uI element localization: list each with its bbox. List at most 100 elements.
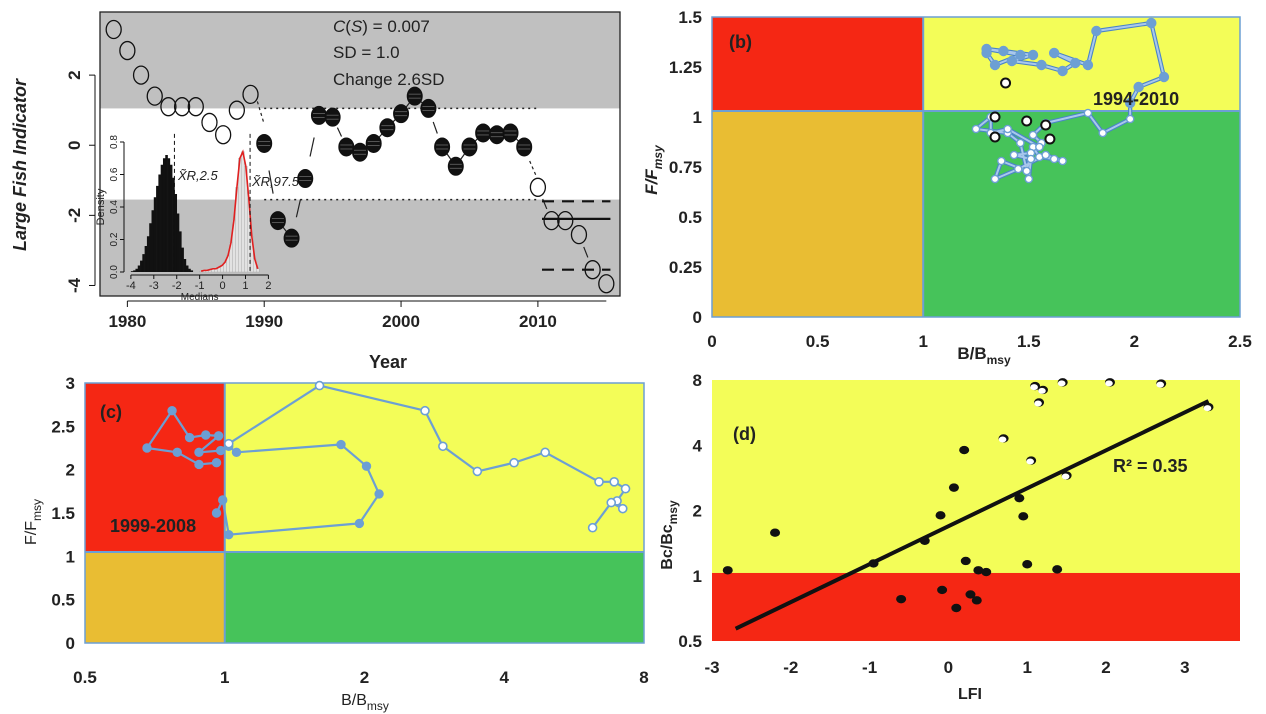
histogram-bar-low [144, 246, 148, 272]
histogram-bar-low [181, 247, 184, 272]
data-point-filled [973, 566, 984, 575]
panel-a-y-tick-label: -2 [65, 208, 84, 223]
trajectory-point [1013, 164, 1023, 174]
highlighted-point [989, 131, 1001, 143]
connector-segment [256, 101, 265, 125]
panel-c-y-tick-label: 2.5 [51, 417, 75, 436]
trajectory-point [1003, 124, 1012, 134]
filled-point [475, 123, 492, 143]
panel-b-y-tick-label: 1.25 [669, 58, 702, 77]
panel-c-frame [84, 382, 645, 644]
open-point [529, 177, 547, 197]
histogram-bar-low [137, 265, 141, 272]
connector-segment [309, 137, 315, 157]
panel-d-y-tick-label: 1 [693, 567, 702, 586]
quadrant-sustainable [923, 111, 1240, 317]
inset-y-tick-label: 0.4 [109, 200, 120, 214]
panel-b-y-tick-label: 0.5 [678, 208, 702, 227]
panel-d-points [722, 378, 1214, 631]
inset-histogram: -4 -3 -2 -1 0 1 2 0.0 0.2 0.4 0.6 0.8 Medians Density… [95, 133, 300, 303]
inset-x-axis-label: Medians [181, 292, 219, 303]
annotation-sd: SD = 1.0 [333, 43, 400, 62]
histogram-bar-low [140, 260, 143, 272]
data-point-filled [965, 590, 976, 599]
open-point [146, 86, 163, 106]
trajectory-point [1022, 166, 1031, 176]
region-below-reference [712, 572, 1240, 641]
histogram-bar-high [256, 268, 260, 273]
trajectory-point [971, 124, 981, 134]
highlighted-point [989, 111, 1001, 123]
panel-a-x-axis-label: Year [369, 352, 407, 372]
connector-segment [583, 246, 589, 258]
panel-d-y-tick-label: 0.5 [678, 632, 702, 651]
filled-point [379, 118, 396, 138]
histogram-bar-low [162, 158, 166, 272]
highlighted-point [1040, 119, 1052, 131]
lower-threshold-band [100, 199, 620, 296]
data-point-filled [981, 567, 992, 577]
trajectory-point [997, 156, 1006, 166]
panel-a-x-tick-label: 2000 [382, 312, 420, 331]
trajectory-point [1058, 156, 1067, 166]
region-above-reference [712, 380, 1240, 573]
panel-c-x-tick-label: 2 [360, 668, 369, 687]
panel-c-y-axis-label: F/Fmsy [23, 499, 44, 545]
data-point-open-highlight [1038, 387, 1046, 394]
panel-a-y-tick-label: -4 [65, 277, 84, 293]
panel-c-x-tick-label: 4 [500, 668, 510, 687]
trajectory-point [1027, 49, 1039, 61]
trajectory-point [1133, 81, 1144, 93]
open-point [598, 274, 615, 294]
open-point [173, 97, 191, 117]
connector-segment [295, 199, 302, 218]
data-point-open-highlight [998, 436, 1007, 443]
panel-d-x-tick-label: 0 [944, 658, 953, 677]
connector-segment [446, 153, 452, 160]
open-point [201, 112, 218, 133]
data-point-filled [971, 596, 982, 605]
histogram-bar-low [169, 164, 173, 272]
trajectory-point-open [587, 522, 598, 533]
trajectory-point-open [609, 476, 619, 487]
panel-a-y-axis-label: Large Fish Indicator [10, 78, 30, 251]
panel-c-y-tick-label: 3 [66, 374, 75, 393]
histogram-bar-low [151, 210, 155, 272]
inset-x-tick-label: -3 [149, 280, 159, 292]
filled-point [352, 142, 368, 162]
filled-point [434, 137, 451, 157]
trajectory-point-filled [231, 447, 242, 458]
connector-segment [405, 101, 411, 108]
upper-threshold-band [100, 12, 620, 109]
filled-point [365, 133, 382, 153]
trajectory-point-open [540, 447, 550, 458]
trajectory-point-open [620, 483, 631, 494]
filled-point [338, 137, 355, 157]
panel-b-x-axis-label: B/Bmsy [957, 344, 1011, 367]
trajectory-point [981, 43, 992, 55]
open-point [242, 84, 259, 105]
trajectory-point [1009, 150, 1019, 160]
filled-point [488, 125, 505, 145]
trajectory-point [1082, 59, 1094, 71]
trajectory-point-filled [211, 458, 222, 468]
panel-d-y-axis-label: Bc/Bcmsy [659, 500, 680, 570]
trajectory-point-filled [211, 508, 222, 518]
trajectory-point [1028, 130, 1038, 140]
histogram-bar-low [172, 177, 175, 272]
histogram-bar-low [165, 155, 168, 272]
panel-c-y-tick-label: 0 [66, 634, 75, 653]
histogram-bar-low [160, 164, 164, 272]
panel-c-kobe-plot: 0.5 1 2 4 8 0 0.5 1 1.5 2 2.5 3 (c) 1999-2008 B/Bms… [23, 374, 649, 713]
filled-point [324, 107, 341, 127]
panel-d-x-tick-label: 2 [1101, 658, 1110, 677]
histogram-bar-low [142, 254, 145, 272]
histogram-bar-low [179, 231, 182, 272]
trajectory-point [989, 59, 1001, 71]
panel-b-trajectory [971, 17, 1170, 184]
open-point [570, 224, 588, 245]
panel-c-axes: 0.5 1 2 4 8 0 0.5 1 1.5 2 2.5 3 [51, 374, 648, 687]
trajectory-point-filled [215, 445, 226, 456]
trajectory-point-filled [167, 406, 177, 416]
